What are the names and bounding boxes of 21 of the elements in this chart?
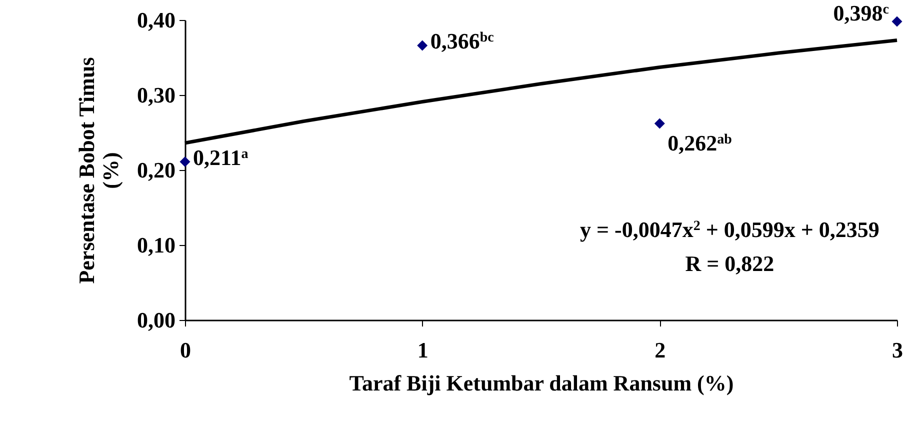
data-label: 0,366$^{bc}$ (430, 28, 494, 54)
y-tick-label: 0,40 (137, 8, 176, 32)
x-tick-label: 0 (180, 338, 191, 362)
x-tick-label: 1 (417, 338, 428, 362)
annotation: R = 0,822 (685, 251, 774, 276)
data-label: 0,398$^{c}$ (833, 0, 889, 26)
x-axis-title: Taraf Biji Ketumbar dalam Ransum (%) (349, 370, 734, 396)
annotation: y = -0,0047x$^{2}$ + 0,0599x + 0,2359 (580, 217, 880, 242)
x-tick-label: 2 (654, 338, 666, 362)
y-tick-label: 0,10 (137, 232, 176, 258)
point (180, 156, 190, 167)
y-tick-label: 0,30 (137, 82, 176, 108)
point (417, 40, 428, 51)
data-label: 0,211$^{a}$ (193, 144, 248, 170)
point (654, 118, 665, 129)
y-tick-label: 0,20 (137, 158, 176, 182)
x-tick-label: 3 (892, 338, 903, 362)
data-label: 0,262$^{ab}$ (668, 130, 732, 156)
point (892, 16, 902, 27)
y-axis-title: Persentase Bobot Timus (%) (74, 56, 123, 284)
y-tick-label: 0,00 (137, 308, 176, 332)
